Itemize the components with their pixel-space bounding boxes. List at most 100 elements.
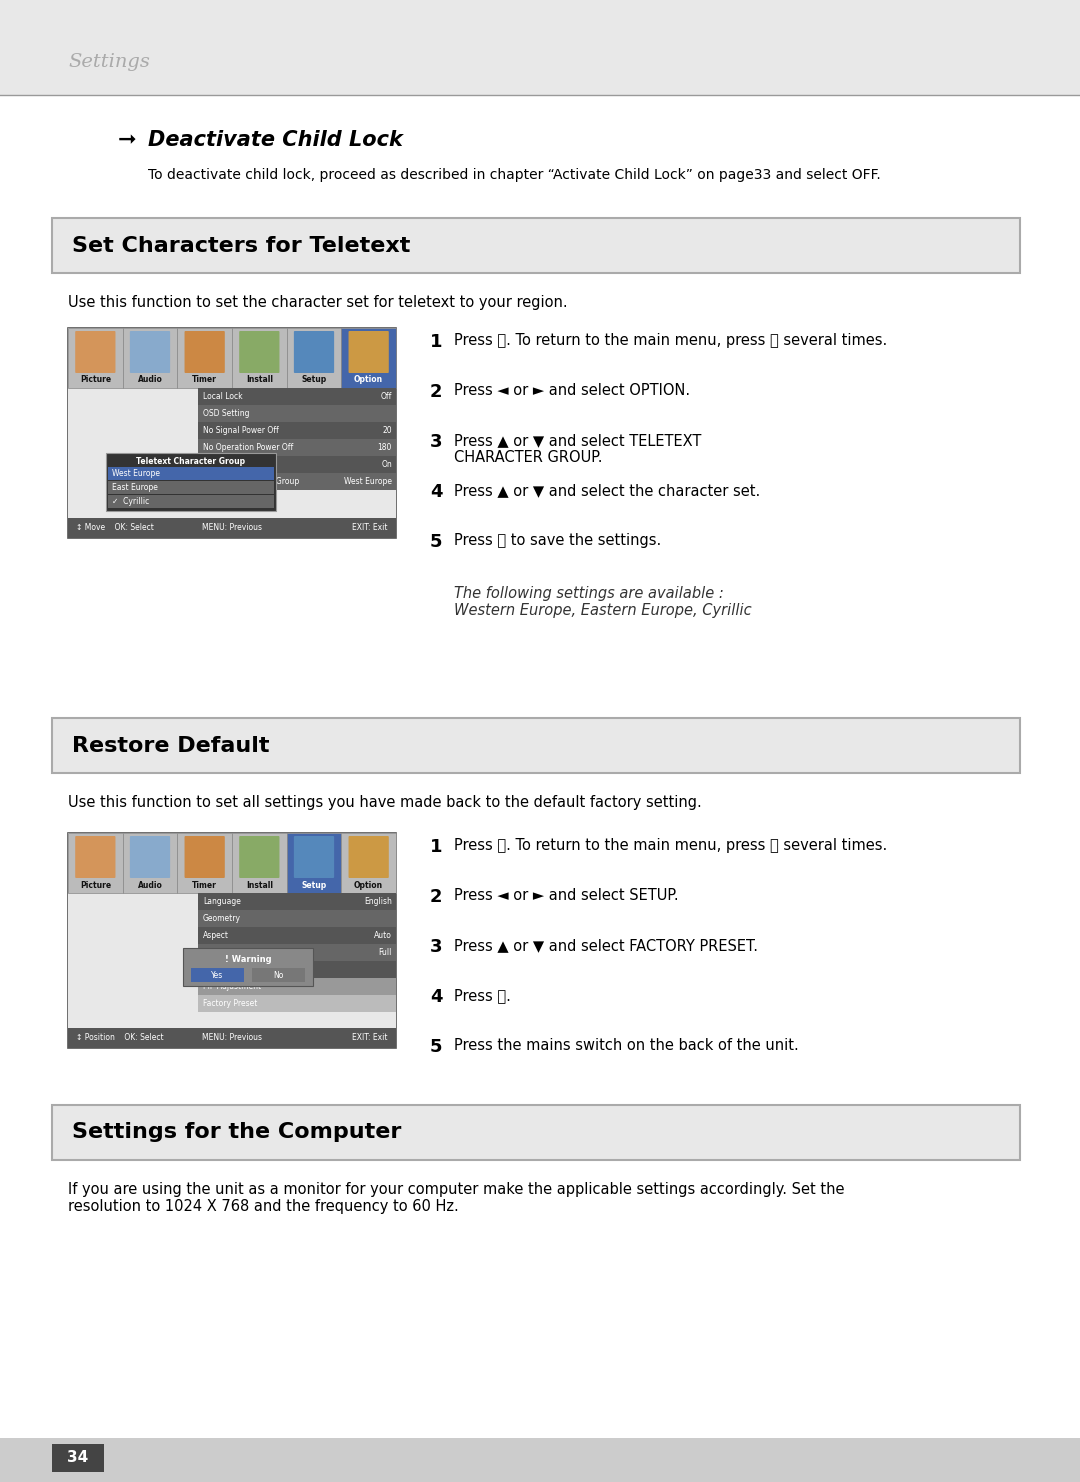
Text: Timer: Timer: [192, 880, 217, 889]
FancyBboxPatch shape: [76, 836, 116, 877]
Text: Local Lock: Local Lock: [203, 393, 243, 402]
Text: Install: Install: [246, 375, 273, 384]
Text: Press ◄ or ► and select SETUP.: Press ◄ or ► and select SETUP.: [454, 888, 678, 903]
Text: East Europe: East Europe: [112, 483, 158, 492]
FancyBboxPatch shape: [108, 467, 274, 480]
Text: Auto: Auto: [374, 931, 392, 940]
FancyBboxPatch shape: [198, 928, 396, 944]
Text: Noise Reduction: Noise Reduction: [203, 459, 265, 468]
Text: Use this function to set the character set for teletext to your region.: Use this function to set the character s…: [68, 295, 568, 310]
Text: The following settings are available :
Western Europe, Eastern Europe, Cyrillic: The following settings are available : W…: [454, 585, 752, 618]
Text: ✓  Cyrillic: ✓ Cyrillic: [112, 496, 149, 505]
FancyBboxPatch shape: [198, 910, 396, 928]
FancyBboxPatch shape: [341, 833, 396, 894]
Text: Press the mains switch on the back of the unit.: Press the mains switch on the back of th…: [454, 1037, 799, 1054]
FancyBboxPatch shape: [198, 439, 396, 456]
FancyBboxPatch shape: [286, 328, 341, 388]
Text: Press ◄ or ► and select OPTION.: Press ◄ or ► and select OPTION.: [454, 382, 690, 399]
Text: Option: Option: [354, 880, 383, 889]
Text: Language: Language: [203, 897, 241, 906]
FancyBboxPatch shape: [76, 330, 116, 373]
Text: 2: 2: [430, 382, 443, 402]
Text: No: No: [273, 971, 284, 980]
Text: No Operation Power Off: No Operation Power Off: [203, 443, 294, 452]
Text: MENU: Previous: MENU: Previous: [202, 1033, 262, 1042]
FancyBboxPatch shape: [198, 405, 396, 422]
Text: Use this function to set all settings you have made back to the default factory : Use this function to set all settings yo…: [68, 794, 702, 811]
FancyBboxPatch shape: [239, 836, 280, 877]
Text: Press ▲ or ▼ and select the character set.: Press ▲ or ▼ and select the character se…: [454, 483, 760, 498]
Text: ➞: ➞: [118, 130, 137, 150]
FancyBboxPatch shape: [198, 422, 396, 439]
FancyBboxPatch shape: [183, 948, 313, 986]
Text: Press Ⓔ to save the settings.: Press Ⓔ to save the settings.: [454, 534, 661, 548]
FancyBboxPatch shape: [108, 482, 274, 494]
FancyBboxPatch shape: [232, 833, 286, 894]
Text: No WSS: No WSS: [203, 948, 233, 957]
Text: 1: 1: [430, 333, 443, 351]
Text: Setup: Setup: [301, 375, 326, 384]
Text: Settings for the Computer: Settings for the Computer: [72, 1122, 402, 1143]
Text: Restore Default: Restore Default: [72, 735, 270, 756]
FancyBboxPatch shape: [52, 1443, 104, 1472]
Text: Audio: Audio: [137, 880, 162, 889]
Text: 5: 5: [430, 1037, 443, 1057]
FancyBboxPatch shape: [68, 328, 396, 388]
Text: If you are using the unit as a monitor for your computer make the applicable set: If you are using the unit as a monitor f…: [68, 1183, 845, 1214]
Text: Timer: Timer: [192, 375, 217, 384]
Text: PIP Adjustment: PIP Adjustment: [203, 983, 261, 991]
FancyBboxPatch shape: [68, 833, 123, 894]
Text: 4: 4: [430, 988, 443, 1006]
Text: Deactivate Child Lock: Deactivate Child Lock: [148, 130, 403, 150]
Text: 1: 1: [430, 837, 443, 857]
FancyBboxPatch shape: [68, 388, 396, 519]
FancyBboxPatch shape: [185, 330, 225, 373]
Text: Picture: Picture: [80, 375, 111, 384]
FancyBboxPatch shape: [191, 968, 244, 983]
FancyBboxPatch shape: [198, 978, 396, 994]
FancyBboxPatch shape: [130, 836, 171, 877]
FancyBboxPatch shape: [106, 453, 276, 511]
Text: Full: Full: [379, 948, 392, 957]
FancyBboxPatch shape: [198, 960, 396, 978]
Text: 34: 34: [67, 1451, 89, 1466]
Text: Factory Preset: Factory Preset: [203, 999, 257, 1008]
Text: Setup: Setup: [301, 880, 326, 889]
Text: Set Characters for Teletext: Set Characters for Teletext: [72, 236, 410, 255]
Text: Yes: Yes: [212, 971, 224, 980]
Text: 20: 20: [382, 425, 392, 436]
Text: MENU: Previous: MENU: Previous: [202, 523, 262, 532]
Text: Picture: Picture: [80, 880, 111, 889]
FancyBboxPatch shape: [68, 894, 396, 1029]
Text: 3: 3: [430, 433, 443, 451]
FancyBboxPatch shape: [232, 328, 286, 388]
Text: Press Ⓜ. To return to the main menu, press Ⓜ several times.: Press Ⓜ. To return to the main menu, pre…: [454, 837, 888, 854]
FancyBboxPatch shape: [198, 944, 396, 960]
FancyBboxPatch shape: [185, 836, 225, 877]
Text: 5: 5: [430, 534, 443, 551]
Text: Press Ⓜ. To return to the main menu, press Ⓜ several times.: Press Ⓜ. To return to the main menu, pre…: [454, 333, 888, 348]
Text: Option: Option: [354, 375, 383, 384]
FancyBboxPatch shape: [349, 330, 389, 373]
FancyBboxPatch shape: [52, 717, 1020, 774]
Text: 180: 180: [378, 443, 392, 452]
Text: EXIT: Exit: EXIT: Exit: [352, 523, 388, 532]
Text: Geometry: Geometry: [203, 914, 241, 923]
Text: Install: Install: [246, 880, 273, 889]
Text: EXIT: Exit: EXIT: Exit: [352, 1033, 388, 1042]
Text: Favourite Channel: Favourite Channel: [203, 965, 272, 974]
FancyBboxPatch shape: [294, 836, 334, 877]
FancyBboxPatch shape: [252, 968, 305, 983]
FancyBboxPatch shape: [198, 456, 396, 473]
FancyBboxPatch shape: [341, 328, 396, 388]
Text: Audio: Audio: [137, 375, 162, 384]
FancyBboxPatch shape: [177, 328, 232, 388]
Text: West Europe: West Europe: [345, 477, 392, 486]
Text: ↕ Move    OK: Select: ↕ Move OK: Select: [76, 523, 153, 532]
FancyBboxPatch shape: [52, 1106, 1020, 1160]
FancyBboxPatch shape: [68, 833, 396, 1048]
FancyBboxPatch shape: [123, 328, 177, 388]
Text: English: English: [364, 897, 392, 906]
FancyBboxPatch shape: [123, 833, 177, 894]
FancyBboxPatch shape: [108, 495, 274, 508]
